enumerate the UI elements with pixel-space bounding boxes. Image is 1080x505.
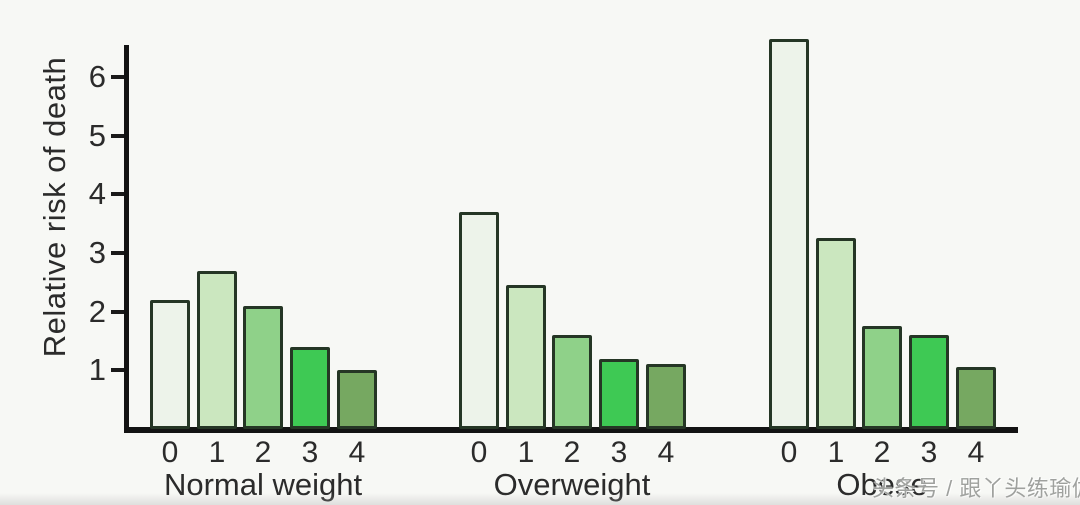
x-tick-label-overweight-0: 0 bbox=[470, 436, 488, 469]
bar-obese-1 bbox=[816, 238, 856, 429]
x-tick-label-normal-weight-0: 0 bbox=[161, 436, 179, 469]
y-tick-mark-4 bbox=[111, 192, 124, 197]
bar-overweight-2 bbox=[552, 335, 592, 429]
bottom-fade-artifact bbox=[0, 493, 1080, 505]
x-tick-label-obese-2: 2 bbox=[873, 436, 891, 469]
bar-overweight-0 bbox=[459, 212, 499, 429]
bar-overweight-1 bbox=[506, 285, 546, 429]
bar-obese-3 bbox=[909, 335, 949, 429]
x-tick-label-obese-4: 4 bbox=[967, 436, 985, 469]
watermark-text: 头条号 / 跟丫头练瑜伽 bbox=[872, 476, 1080, 501]
y-tick-label-6: 6 bbox=[88, 58, 106, 94]
x-tick-label-obese-3: 3 bbox=[920, 436, 938, 469]
bar-obese-4 bbox=[956, 367, 996, 429]
bar-normal-weight-3 bbox=[290, 347, 330, 429]
y-tick-mark-6 bbox=[111, 74, 124, 79]
y-tick-mark-3 bbox=[111, 250, 124, 255]
y-tick-label-2: 2 bbox=[88, 293, 106, 329]
group-label-obese: Obese bbox=[836, 467, 928, 502]
y-tick-label-5: 5 bbox=[88, 117, 106, 153]
x-tick-label-obese-0: 0 bbox=[780, 436, 798, 469]
bar-normal-weight-1 bbox=[197, 271, 237, 429]
bar-normal-weight-2 bbox=[243, 306, 283, 429]
y-tick-mark-5 bbox=[111, 133, 124, 138]
bar-overweight-4 bbox=[646, 364, 686, 429]
x-tick-label-normal-weight-2: 2 bbox=[254, 436, 272, 469]
bar-normal-weight-4 bbox=[337, 370, 377, 429]
group-label-normal-weight: Normal weight bbox=[163, 467, 363, 502]
y-tick-label-1: 1 bbox=[88, 352, 106, 388]
y-tick-mark-1 bbox=[111, 368, 124, 373]
x-tick-label-normal-weight-4: 4 bbox=[348, 436, 366, 469]
bar-obese-2 bbox=[862, 326, 902, 429]
group-label-overweight: Overweight bbox=[493, 467, 651, 502]
y-tick-label-3: 3 bbox=[88, 234, 106, 270]
x-tick-label-overweight-3: 3 bbox=[610, 436, 628, 469]
x-tick-label-overweight-2: 2 bbox=[563, 436, 581, 469]
x-tick-label-overweight-4: 4 bbox=[657, 436, 675, 469]
y-tick-label-4: 4 bbox=[88, 176, 106, 212]
x-tick-label-obese-1: 1 bbox=[827, 436, 845, 469]
x-tick-label-overweight-1: 1 bbox=[517, 436, 535, 469]
x-axis-line bbox=[124, 427, 1018, 433]
bar-normal-weight-0 bbox=[150, 300, 190, 429]
y-tick-mark-2 bbox=[111, 309, 124, 314]
bar-overweight-3 bbox=[599, 359, 639, 429]
y-axis-line bbox=[124, 45, 129, 433]
x-tick-label-normal-weight-1: 1 bbox=[208, 436, 226, 469]
bar-obese-0 bbox=[769, 39, 809, 429]
x-tick-label-normal-weight-3: 3 bbox=[301, 436, 319, 469]
